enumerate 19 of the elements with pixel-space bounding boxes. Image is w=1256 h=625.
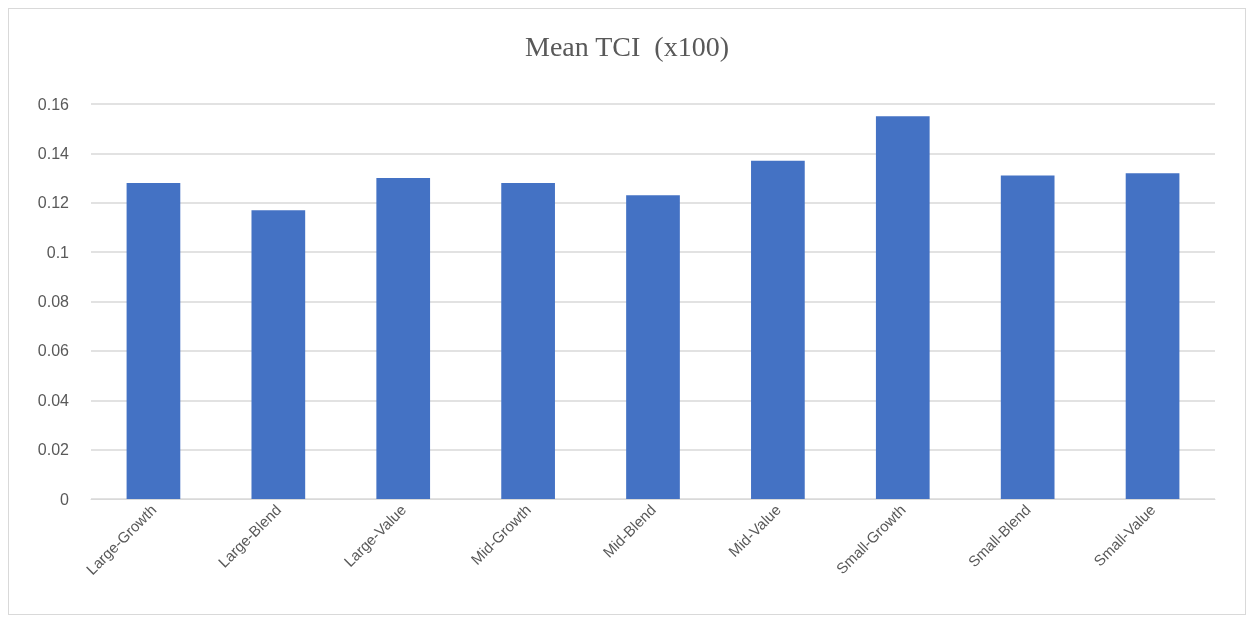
y-tick-label: 0.16 [37, 95, 70, 113]
y-tick-label: 0.12 [37, 194, 70, 212]
bar [376, 178, 431, 499]
y-tick-label: 0.14 [37, 144, 70, 162]
y-tick-label: 0.04 [37, 391, 70, 409]
y-tick-label: 0 [60, 490, 70, 508]
bar [751, 160, 805, 499]
bar [875, 116, 930, 499]
bar [1125, 173, 1180, 499]
bar [251, 210, 306, 499]
y-tick-label: 0.08 [37, 293, 70, 310]
y-tick-label: 0.02 [37, 441, 70, 459]
bar [626, 195, 680, 499]
y-tick-label: 0.1 [46, 243, 70, 261]
chart-title: Mean TCI (x100) [525, 30, 729, 62]
bar [501, 183, 555, 499]
bar [126, 183, 181, 499]
y-tick-label: 0.06 [37, 342, 70, 360]
bar [1000, 175, 1055, 499]
